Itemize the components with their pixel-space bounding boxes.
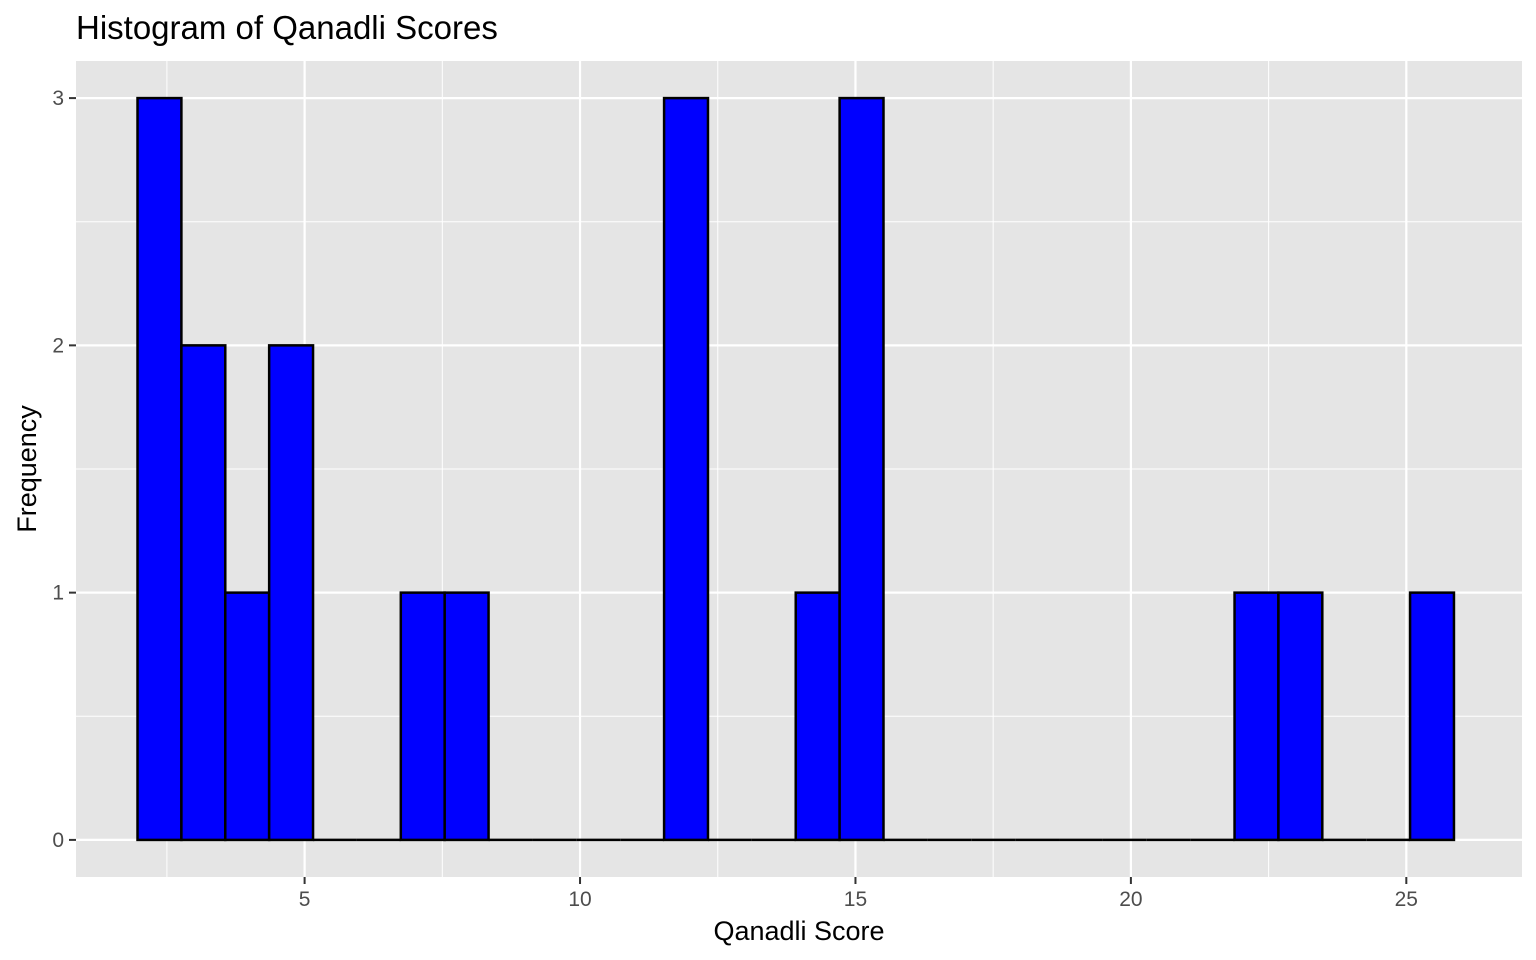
histogram-bar xyxy=(794,591,841,842)
histogram-bar xyxy=(1408,591,1456,842)
y-tick-label: 3 xyxy=(52,87,64,110)
histogram-bar xyxy=(443,591,490,842)
y-tick-label: 2 xyxy=(52,334,64,357)
histogram-bar xyxy=(838,96,885,842)
histogram-bar xyxy=(399,591,446,842)
histogram-bars xyxy=(136,96,1456,842)
chart-title: Histogram of Qanadli Scores xyxy=(76,9,498,46)
x-tick-label: 5 xyxy=(299,888,311,911)
histogram-bar xyxy=(224,591,271,842)
x-axis-title: Qanadli Score xyxy=(713,916,884,946)
y-axis-title: Frequency xyxy=(12,405,42,533)
x-tick-label: 20 xyxy=(1119,888,1142,911)
y-axis: 0 1 2 3 xyxy=(52,87,76,852)
x-tick-label: 10 xyxy=(568,888,591,911)
histogram-bar xyxy=(136,96,183,842)
histogram-bar xyxy=(1233,591,1280,842)
x-tick-label: 15 xyxy=(844,888,867,911)
y-tick-label: 0 xyxy=(52,829,64,852)
histogram-bar xyxy=(180,344,227,842)
histogram-bar xyxy=(1277,591,1324,842)
histogram-bar xyxy=(267,344,315,842)
x-axis: 5 10 15 20 25 xyxy=(299,877,1418,911)
histogram-bar xyxy=(662,96,710,842)
x-tick-label: 25 xyxy=(1395,888,1418,911)
y-tick-label: 1 xyxy=(52,582,64,605)
